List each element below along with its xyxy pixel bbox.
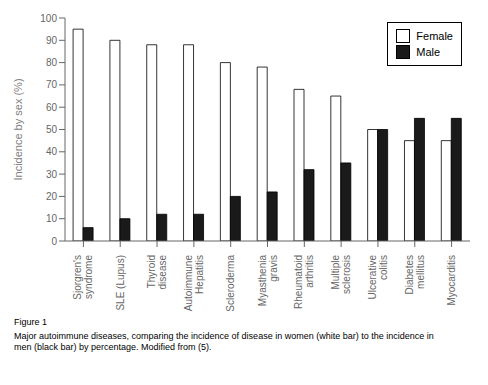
svg-text:Myastheniagravis: Myastheniagravis: [257, 255, 279, 307]
svg-text:40: 40: [46, 146, 58, 157]
html-text:Male: Male: [416, 46, 441, 58]
svg-text:AutoimmuneHepatitis: AutoimmuneHepatitis: [183, 255, 205, 312]
html-text:Figure 1: Figure 1: [14, 317, 47, 327]
svg-text:70: 70: [46, 79, 58, 90]
svg-text:Multiplesclerosis: Multiplesclerosis: [330, 255, 352, 294]
svg-text:SLE (Lupus): SLE (Lupus): [115, 255, 126, 311]
svg-text:10: 10: [46, 213, 58, 224]
html-text:Major autoimmune diseases, com: Major autoimmune diseases, comparing the…: [14, 331, 434, 352]
svg-text:30: 30: [46, 169, 58, 180]
svg-text:Diabetesmellitus: Diabetesmellitus: [404, 255, 426, 294]
svg-text:50: 50: [46, 124, 58, 135]
svg-text:60: 60: [46, 102, 58, 113]
svg-text:80: 80: [46, 57, 58, 68]
svg-text:Ulcerativecolitis: Ulcerativecolitis: [367, 255, 389, 300]
svg-text:Myocarditis: Myocarditis: [446, 255, 457, 306]
svg-text:Sjorgren'ssyndrome: Sjorgren'ssyndrome: [72, 255, 94, 300]
svg-text:20: 20: [46, 191, 58, 202]
svg-text:0: 0: [51, 236, 57, 247]
svg-text:Rheumatoidarthritis: Rheumatoidarthritis: [293, 255, 315, 309]
svg-text:90: 90: [46, 35, 58, 46]
svg-text:Incidence by sex (%): Incidence by sex (%): [12, 78, 24, 180]
svg-text:Thyroiddisease: Thyroiddisease: [146, 255, 168, 290]
svg-text:100: 100: [40, 13, 57, 24]
svg-text:Scleroderma: Scleroderma: [225, 255, 236, 312]
html-text:Female: Female: [416, 30, 453, 42]
